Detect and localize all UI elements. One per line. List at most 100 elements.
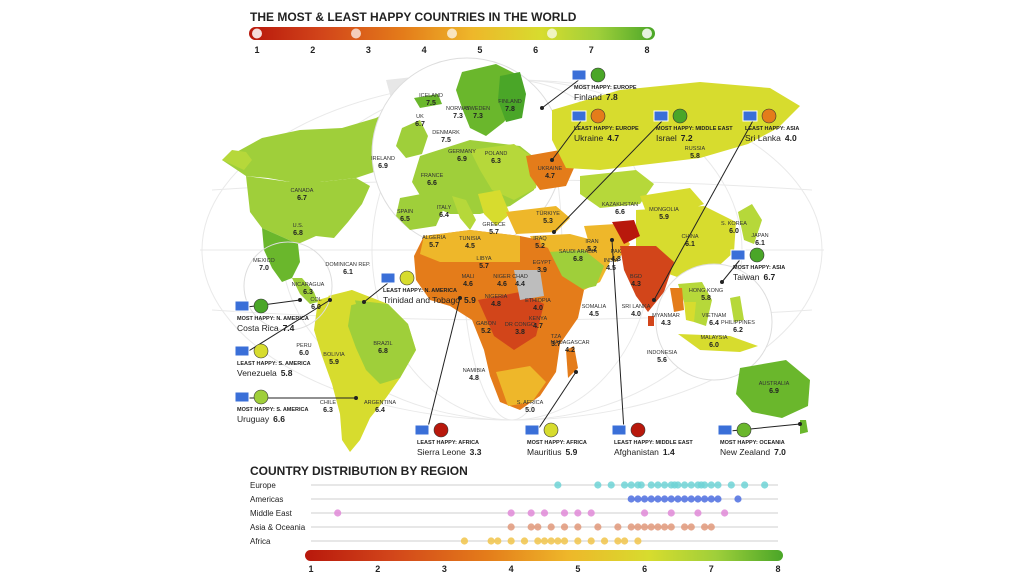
- callout-leader-line: [611, 239, 625, 432]
- country-value: 5.7: [479, 263, 489, 270]
- country-value: 6.1: [755, 240, 765, 247]
- country-value: 5.7: [489, 229, 499, 236]
- country-dot: [494, 537, 502, 545]
- scale-tick-label: 7: [589, 45, 594, 55]
- flag-icon: [571, 69, 587, 81]
- country-name: S. AFRICA: [517, 400, 544, 406]
- country-value: 6.8: [378, 348, 388, 355]
- country-value: 4.4: [515, 281, 525, 288]
- country-dot: [634, 495, 642, 503]
- country-name: CHILE: [320, 400, 337, 406]
- callout-title: MOST HAPPY: N. AMERICA: [237, 316, 309, 322]
- country-dot: [647, 495, 655, 503]
- distribution-tick-label: 4: [509, 564, 514, 574]
- central-america-shape: [292, 278, 318, 304]
- region-label: Africa: [250, 537, 271, 546]
- callout-title: MOST HAPPY: ASIA: [733, 265, 785, 271]
- callout-title: LEAST HAPPY: ASIA: [745, 126, 799, 132]
- country-value: 6.6: [427, 180, 437, 187]
- country-dot: [714, 481, 722, 489]
- country-dot: [687, 481, 695, 489]
- country-name: MADAGASCAR: [550, 340, 589, 346]
- callout-value: 7.0: [774, 447, 786, 457]
- distribution-tick-label: 3: [442, 564, 447, 574]
- philippines-shape: [730, 296, 744, 322]
- country-dot: [600, 537, 609, 545]
- country-name: KENYA: [529, 316, 548, 322]
- country-dot: [574, 523, 582, 531]
- scale-tick-label: 5: [477, 45, 482, 55]
- country-dot: [627, 523, 635, 531]
- country-value: 7.8: [505, 106, 515, 113]
- country-value: 6.6: [615, 209, 625, 216]
- country-name: S. KOREA: [721, 221, 747, 227]
- country-value: 4.3: [631, 281, 641, 288]
- country-name: INDIA: [604, 258, 619, 264]
- callout-country: Finland: [574, 92, 602, 102]
- country-name: PERU: [296, 343, 311, 349]
- country-name: UK: [416, 114, 424, 120]
- india-shape: [620, 246, 674, 312]
- country-dot: [527, 509, 535, 517]
- scale-tick-labels: 1 2 3 4 5 6 7 8: [254, 45, 649, 55]
- country-value: 4.3: [661, 320, 671, 327]
- country-dot: [520, 537, 529, 545]
- iberia-shape: [396, 192, 444, 230]
- brazil-shape: [348, 300, 416, 384]
- country-value: 5.8: [690, 153, 700, 160]
- country-dot: [554, 481, 562, 489]
- country-name: U.S.: [293, 223, 304, 229]
- happiness-face-icon: [543, 422, 559, 438]
- country-name: ITALY: [437, 205, 452, 211]
- happiness-face-icon: [253, 343, 269, 359]
- flag-icon: [234, 345, 250, 357]
- country-value: 6.0: [709, 342, 719, 349]
- callout-country: Mauritius: [527, 447, 561, 457]
- callout-value: 5.9: [565, 447, 577, 457]
- callout-title: MOST HAPPY: MIDDLE EAST: [656, 126, 733, 132]
- callout-value: 1.4: [663, 447, 675, 457]
- country-name: BRAZIL: [373, 341, 392, 347]
- happiness-face-icon: [630, 422, 646, 438]
- country-value: 6.2: [733, 327, 743, 334]
- callout-anchor-dot: [362, 300, 366, 304]
- country-value: 6.8: [293, 230, 303, 237]
- callout-value: 6.6: [273, 414, 285, 424]
- country-value: 6.9: [769, 388, 779, 395]
- country-dot: [587, 509, 595, 517]
- neutral-face-icon: [447, 28, 457, 39]
- madagascar-shape: [566, 346, 578, 378]
- callout-anchor-dot: [610, 238, 614, 242]
- country-value: 4.0: [533, 305, 543, 312]
- country-name: GREECE: [482, 222, 506, 228]
- country-name: JAPAN: [751, 233, 768, 239]
- country-dot: [487, 537, 495, 545]
- country-value: 6.7: [297, 195, 307, 202]
- country-name: DR CONGO: [505, 322, 536, 328]
- venezuela-shape: [328, 290, 356, 308]
- country-name: PHILIPPINES: [721, 320, 755, 326]
- country-dot: [540, 509, 549, 517]
- country-dot: [687, 523, 695, 531]
- happiness-face-icon: [253, 389, 269, 405]
